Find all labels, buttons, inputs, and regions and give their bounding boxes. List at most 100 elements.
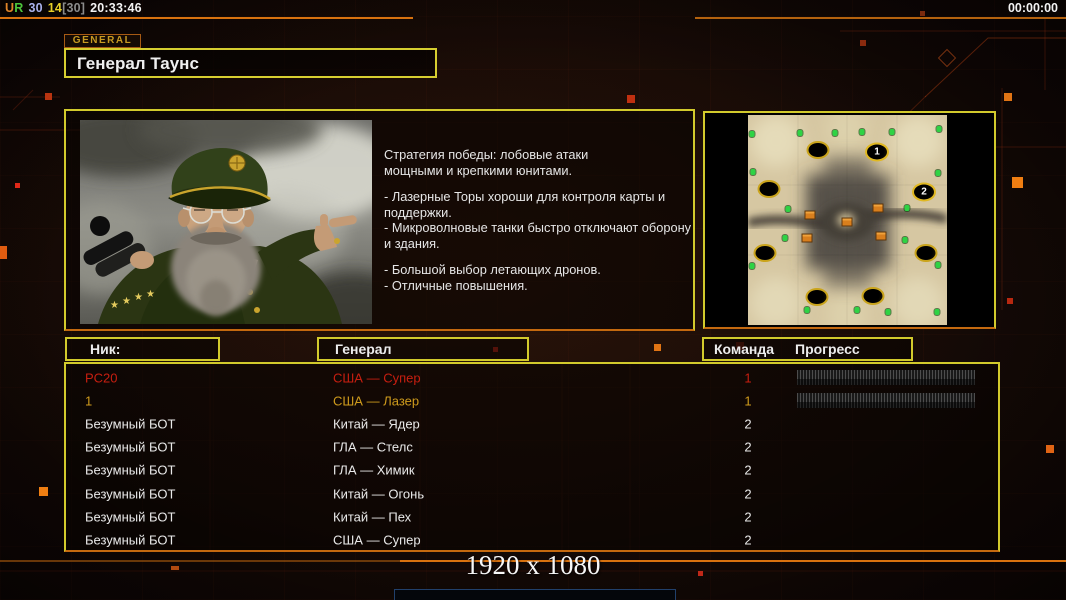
player-row: Безумный БОТ Китай — Огонь 2 [66, 482, 998, 505]
bottom-bar [394, 589, 676, 600]
status-segment: 20:33:46 [90, 1, 142, 15]
decor-square [39, 487, 48, 496]
player-team: 2 [744, 509, 752, 525]
strategy-line: поддержки. [384, 204, 452, 220]
status-segment: U [5, 1, 15, 15]
oil-derrick-icon [753, 244, 777, 262]
general-tab-label: GENERAL [72, 35, 133, 46]
decor-square [0, 246, 7, 259]
supply-dot-icon [749, 131, 755, 137]
decor-square [920, 11, 925, 16]
decor-square [860, 40, 866, 46]
strategy-line: мощными и крепкими юнитами. [384, 162, 573, 178]
player-nick: Безумный БОТ [85, 532, 176, 548]
supply-dot-icon [750, 169, 756, 175]
building-icon [841, 217, 853, 227]
player-team: 2 [744, 439, 752, 455]
player-table: PC20 США — Супер 1 1 США — Лазер 1 Безумный БО… [64, 362, 1000, 552]
player-row: Безумный БОТ ГЛА — Химик 2 [66, 459, 998, 482]
player-general: Китай — Огонь [333, 486, 425, 502]
supply-dot-icon [935, 262, 941, 268]
supply-dot-icon [935, 170, 941, 176]
player-general: Китай — Пех [333, 509, 412, 525]
general-tab: GENERAL [64, 34, 141, 48]
bottom-divider-right [400, 560, 1066, 562]
player-general: США — Лазер [333, 393, 420, 409]
player-team: 1 [744, 370, 752, 386]
svg-text:★: ★ [146, 289, 155, 300]
general-info-panel: ★ ★ ★ ★ [64, 109, 695, 331]
start-position-marker-1: 1 [865, 142, 889, 162]
supply-dot-icon [749, 263, 755, 269]
player-team: 2 [744, 532, 752, 548]
column-header-nick: Ник: [65, 337, 220, 361]
decor-square [1046, 445, 1054, 453]
supply-dot-icon [902, 237, 908, 243]
building-icon [875, 231, 887, 241]
supply-dot-icon [934, 309, 940, 315]
oil-derrick-icon [805, 288, 829, 306]
start-position-marker-2: 2 [912, 182, 936, 202]
general-portrait-art: ★ ★ ★ ★ [80, 120, 372, 324]
oil-derrick-icon [806, 141, 830, 159]
building-icon [801, 233, 813, 243]
decor-square [15, 183, 20, 188]
strategy-gap [384, 178, 692, 189]
supply-dot-icon [936, 126, 942, 132]
svg-text:★: ★ [110, 300, 119, 311]
status-segment: 14 [47, 1, 63, 15]
column-header-team-progress: Команда Прогресс [702, 337, 913, 361]
player-row: Безумный БОТ Китай — Пех 2 [66, 505, 998, 528]
oil-derrick-icon [914, 244, 938, 262]
general-portrait: ★ ★ ★ ★ [80, 120, 372, 324]
oil-derrick-icon [757, 180, 781, 198]
loading-progress-bar [797, 370, 975, 385]
strategy-text: Стратегия победы: лобовые атаки мощными и… [384, 147, 692, 293]
player-nick: Безумный БОТ [85, 439, 176, 455]
match-timer: 00:00:00 [1007, 1, 1058, 15]
strategy-line: - Лазерные Торы хороши для контроля карт… [384, 189, 666, 204]
player-general: ГЛА — Стелс [333, 439, 413, 455]
strategy-gap [384, 251, 692, 262]
decor-square [627, 95, 635, 103]
player-team: 1 [744, 393, 752, 409]
supply-dot-icon [832, 130, 838, 136]
building-icon [872, 203, 884, 213]
player-row: Безумный БОТ Китай — Ядер 2 [66, 412, 998, 435]
player-team: 2 [744, 486, 752, 502]
strategy-line: и здания. [384, 235, 440, 251]
player-row: 1 США — Лазер 1 [66, 389, 998, 412]
oil-derrick-icon [861, 287, 885, 305]
player-general: США — Супер [333, 370, 421, 386]
supply-dot-icon [797, 130, 803, 136]
player-team: 2 [744, 416, 752, 432]
svg-text:★: ★ [122, 296, 131, 307]
nick-header-label: Ник: [90, 341, 121, 357]
player-nick: PC20 [85, 370, 118, 386]
supply-dot-icon [782, 235, 788, 241]
decor-square [1012, 177, 1023, 188]
player-general: США — Супер [333, 532, 421, 548]
gentool-status: UR 30 14[30] 20:33:46 [5, 1, 142, 15]
supply-dot-icon [785, 206, 791, 212]
player-row: Безумный БОТ США — Супер 2 [66, 528, 998, 551]
player-nick: Безумный БОТ [85, 416, 176, 432]
progress-header-label: Прогресс [795, 341, 860, 357]
supply-dot-icon [885, 309, 891, 315]
general-name: Генерал Таунс [77, 54, 199, 73]
player-general: ГЛА — Химик [333, 462, 415, 478]
strategy-line: - Большой выбор летающих дронов. [384, 262, 601, 277]
strategy-line: - Микроволновые танки быстро отключают о… [384, 220, 692, 235]
supply-dot-icon [889, 129, 895, 135]
player-general: Китай — Ядер [333, 416, 420, 432]
general-title-box: Генерал Таунс [64, 48, 437, 78]
resolution-watermark: 1920 x 1080 [465, 550, 601, 580]
player-row: PC20 США — Супер 1 [66, 366, 998, 389]
bottom-divider-left [0, 560, 400, 562]
supply-dot-icon [859, 129, 865, 135]
loading-progress-bar [797, 393, 975, 409]
decor-square [1004, 93, 1012, 101]
building-icon [804, 210, 816, 220]
